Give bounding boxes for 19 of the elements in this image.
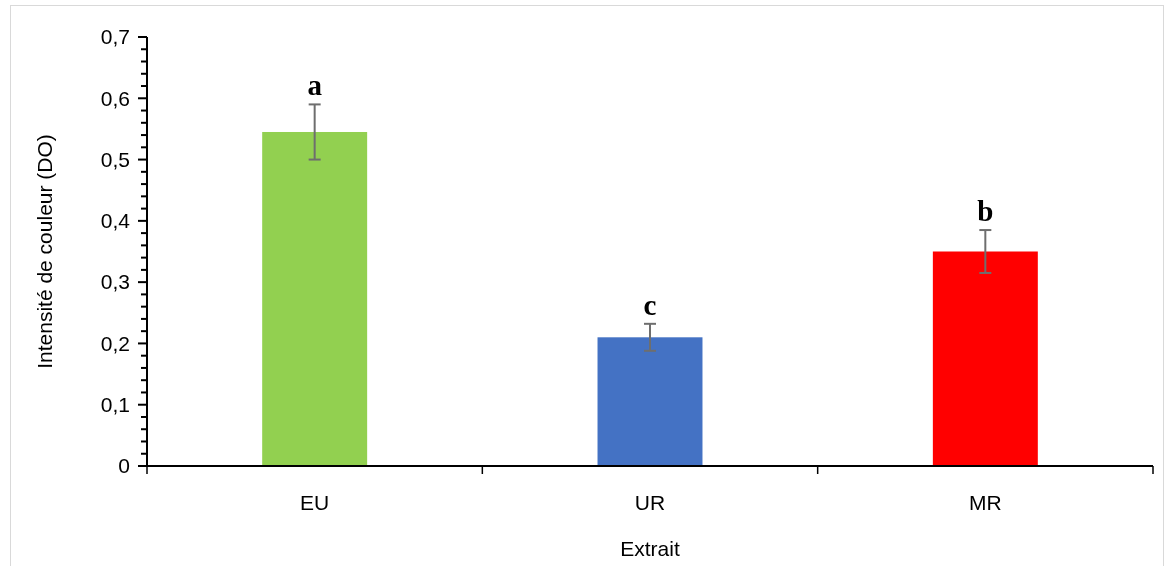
annotation: c [643, 288, 657, 321]
y-tick-label: 0,2 [100, 331, 130, 355]
x-axis-title: Extrait [620, 537, 680, 560]
annotation: a [307, 69, 323, 102]
y-tick-label: 0,3 [100, 270, 130, 294]
y-axis-title: Intensité de couleur (DO) [33, 134, 56, 369]
y-tick-label: 0,7 [100, 25, 130, 49]
x-tick-label: UR [634, 491, 666, 514]
bar [262, 131, 368, 466]
x-tick-label: MR [969, 491, 1002, 514]
bar [597, 337, 703, 466]
y-tick-label: 0,1 [100, 393, 130, 417]
annotation: b [977, 195, 994, 228]
x-tick-label: EU [300, 491, 330, 514]
y-tick-label: 0,4 [100, 209, 131, 233]
y-tick-label: 0,5 [100, 147, 130, 171]
y-tick-label: 0 [118, 454, 130, 478]
y-tick-label: 0,6 [100, 86, 130, 110]
bar [932, 251, 1038, 466]
